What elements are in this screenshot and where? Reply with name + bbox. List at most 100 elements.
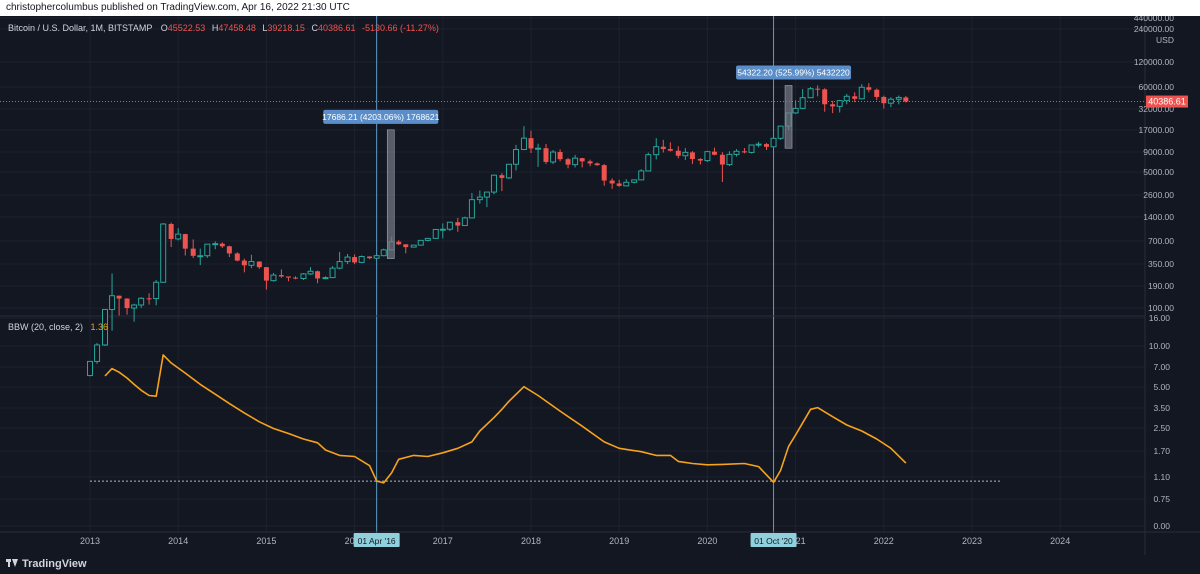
candle-body [329, 267, 336, 279]
bbw-tick-label: 1.70 [1153, 446, 1170, 456]
candle-body [579, 158, 585, 162]
candle-body [682, 151, 689, 157]
ohlc-open-key: O [161, 23, 168, 33]
candle [881, 95, 887, 109]
bbw-tick-label: 5.00 [1153, 382, 1170, 392]
candle [367, 256, 373, 260]
measure-label: 54322.20 (525.99%) 5432220 [737, 67, 850, 77]
last-price-tag: 40386.61 [1146, 95, 1188, 108]
candle-body [300, 273, 307, 279]
candle [748, 144, 755, 154]
candle-body [645, 154, 652, 172]
candle-body [124, 298, 130, 309]
measure-range[interactable] [784, 85, 793, 149]
candle-body [403, 244, 409, 248]
candle [168, 222, 174, 248]
candle [697, 158, 703, 165]
candle [792, 100, 799, 114]
candle [483, 191, 490, 208]
candle-body [887, 98, 894, 104]
time-tick-label: 2015 [256, 536, 276, 546]
candle [322, 276, 329, 280]
candle [182, 233, 188, 256]
price-tick-label: 700.00 [1148, 236, 1174, 246]
candle [190, 239, 196, 258]
candle-body [903, 97, 909, 102]
candle [755, 141, 762, 148]
chart-canvas[interactable]: 17686.21 (4203.06%) 1768621 54322.20 (525… [0, 16, 1200, 555]
candle-body [535, 147, 542, 150]
candle [887, 97, 894, 108]
bbw-axis[interactable]: 16.00 10.00 7.00 5.00 3.50 2.50 1.70 1.10 0.75 0.… [1149, 313, 1171, 531]
candle-body [719, 154, 725, 165]
candle-body [131, 304, 138, 309]
price-legend[interactable]: Bitcoin / U.S. Dollar, 1M, BITSTAMP O455… [8, 23, 439, 33]
price-tick-label: 60000.00 [1139, 82, 1175, 92]
candle-body [755, 143, 762, 146]
candle [439, 223, 446, 239]
candle [807, 86, 814, 99]
candle [490, 174, 497, 195]
candle [94, 342, 101, 364]
candles [87, 83, 909, 377]
candle-body [234, 253, 240, 261]
measure-range[interactable] [386, 129, 395, 259]
candle [653, 138, 660, 160]
candle [874, 88, 880, 101]
price-tick-label: 5000.00 [1143, 167, 1174, 177]
candle-body [263, 267, 269, 281]
candle [358, 255, 365, 264]
candle [513, 144, 520, 171]
price-tick-label: 1400.00 [1143, 212, 1174, 222]
ohlc-high: 47458.48 [218, 23, 256, 33]
candle [248, 254, 255, 269]
candle-body [446, 221, 453, 230]
ohlc-low-key: L [262, 23, 267, 33]
candle [852, 92, 858, 103]
measure-label: 17686.21 (4203.06%) 1768621 [322, 112, 439, 122]
candle-body [505, 163, 512, 179]
candle-body [190, 248, 196, 256]
candle-body [94, 344, 101, 362]
candle-body [623, 181, 630, 187]
price-tick-label: 17000.00 [1139, 125, 1175, 135]
candle-body [822, 89, 828, 105]
candle [417, 239, 424, 246]
candle [667, 142, 673, 152]
candle [234, 252, 240, 262]
footer: TradingView [0, 555, 1200, 574]
candle [432, 228, 439, 239]
candle-body [660, 146, 666, 150]
time-axis[interactable]: 2013201420152016201720182019202020212022… [80, 533, 1070, 547]
symbol-title: Bitcoin / U.S. Dollar, 1M, BITSTAMP [8, 23, 152, 33]
candle-body [396, 241, 402, 245]
candle-body [895, 96, 902, 100]
measure-annotations[interactable]: 17686.21 (4203.06%) 1768621 54322.20 (525… [322, 65, 852, 259]
candle [903, 96, 909, 103]
candle [131, 303, 138, 322]
candle-body [631, 179, 638, 183]
candle [815, 85, 821, 97]
candle [373, 254, 380, 259]
bbw-tick-label: 2.50 [1153, 423, 1170, 433]
ohlc-high-key: H [212, 23, 219, 33]
bbw-last-value: 1.36 [91, 322, 109, 332]
candle [212, 241, 219, 250]
candle-body [455, 222, 461, 226]
marker-lines [376, 16, 775, 545]
candle [278, 269, 284, 278]
bbw-tick-label: 16.00 [1149, 313, 1171, 323]
candle [146, 293, 152, 305]
bbw-tick-label: 10.00 [1149, 341, 1171, 351]
candle [587, 159, 593, 167]
time-marker-label: 01 Oct '20 [754, 536, 793, 546]
candle-body [241, 260, 247, 266]
price-tick-label: 100.00 [1148, 303, 1174, 313]
candle [241, 258, 247, 273]
measure-label-box [736, 65, 852, 80]
candle-body [109, 295, 116, 310]
candle-body [763, 144, 769, 147]
bbw-legend[interactable]: BBW (20, close, 2) 1.36 [8, 322, 108, 332]
candle [741, 148, 747, 154]
